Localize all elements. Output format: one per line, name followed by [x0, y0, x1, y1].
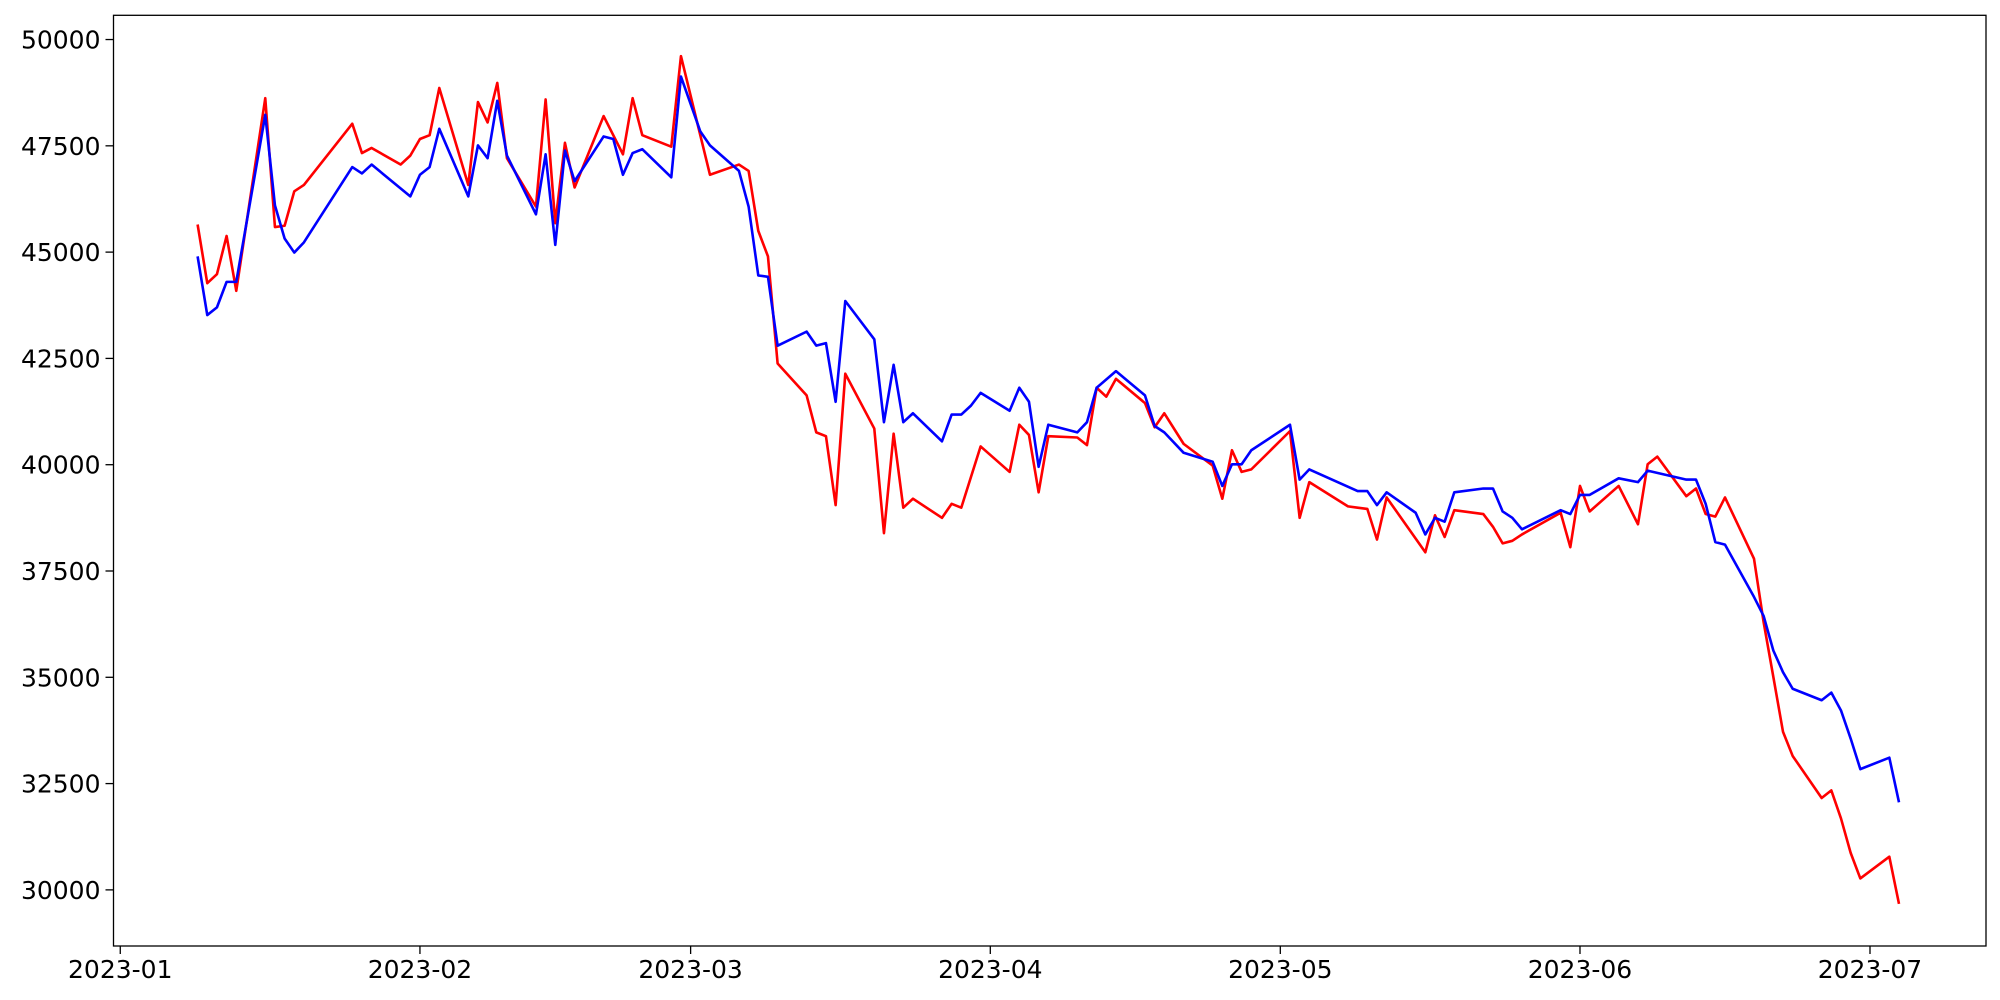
x-tick-label: 2023-03	[638, 955, 742, 984]
x-tick-label: 2023-04	[938, 955, 1042, 984]
plot-frame	[112, 14, 1987, 947]
y-tick-label: 37500	[21, 557, 101, 586]
y-tick-label: 32500	[21, 770, 101, 799]
data-line	[196, 75, 1901, 803]
x-tick-label: 2023-02	[368, 955, 472, 984]
x-tick-label: 2023-05	[1228, 955, 1332, 984]
x-tick-label: 2023-07	[1818, 955, 1922, 984]
x-tick-label: 2023-01	[68, 955, 172, 984]
x-tick-label: 2023-06	[1528, 955, 1632, 984]
y-tick-label: 50000	[21, 26, 101, 55]
y-tick-label: 42500	[21, 344, 101, 373]
y-tick-label: 35000	[21, 663, 101, 692]
y-tick-label: 45000	[21, 238, 101, 267]
y-tick-label: 30000	[21, 876, 101, 905]
y-tick-label: 40000	[21, 451, 101, 480]
y-tick-label: 47500	[21, 132, 101, 161]
data-line	[196, 54, 1901, 905]
